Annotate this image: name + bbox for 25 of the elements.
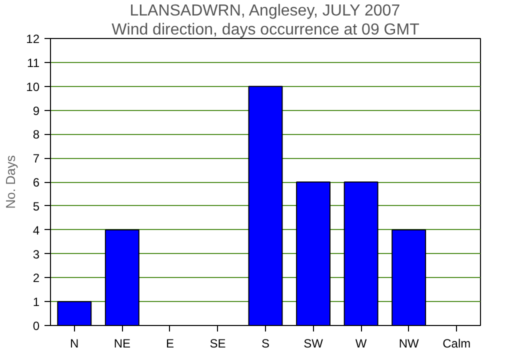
y-tick-label: 8: [32, 128, 40, 142]
y-axis-title: No. Days: [3, 154, 18, 209]
x-tick-label: NW: [398, 336, 420, 350]
y-tick-label: 10: [26, 80, 40, 94]
x-tick-label: SW: [304, 336, 324, 350]
y-tick-label: 0: [32, 319, 40, 333]
y-tick-label: 5: [32, 199, 40, 214]
y-tick-label: 9: [32, 104, 40, 118]
y-tick-label: 6: [32, 176, 40, 190]
x-tick-label: S: [262, 336, 270, 350]
chart-title: LLANSADWRN, Anglesey, JULY 2007: [130, 2, 400, 20]
x-tick-label: E: [166, 336, 174, 350]
y-tick-label: 12: [26, 32, 40, 46]
y-tick-label: 3: [32, 247, 40, 262]
chart-subtitle: Wind direction, days occurrence at 09 GMT: [112, 22, 420, 38]
x-tick-label: Calm: [442, 336, 471, 350]
y-tick-label: 4: [32, 223, 40, 238]
y-tick-label: 2: [32, 271, 40, 286]
x-tick-label: NE: [114, 336, 131, 350]
x-tick-label: N: [70, 336, 79, 350]
y-tick-label: 1: [32, 295, 40, 310]
x-tick-label: SE: [210, 336, 226, 350]
y-tick-label: 11: [27, 56, 40, 70]
y-tick-label: 7: [32, 152, 40, 166]
x-tick-label: W: [355, 336, 368, 350]
